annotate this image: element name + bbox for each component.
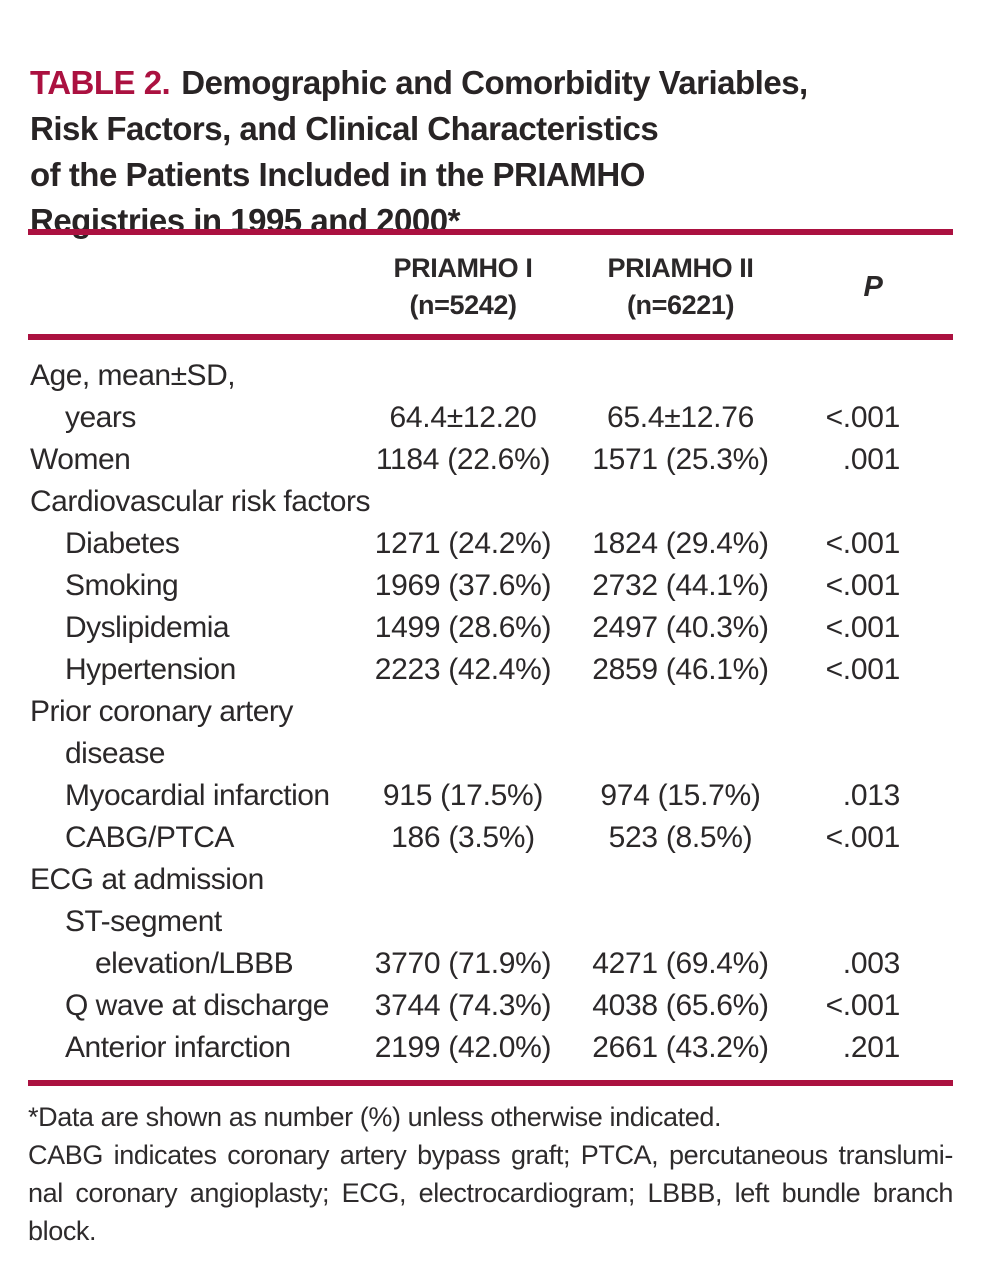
table-footnote: *Data are shown as number (%) unless oth… [28, 1098, 953, 1250]
row-value-priamho1: 1969 (37.6%) [374, 569, 552, 602]
table-row: Q wave at discharge 3744 (74.3%) 4038 (6… [28, 985, 953, 1027]
row-value-priamho2: 2732 (44.1%) [592, 569, 769, 602]
table-row: Anterior infarction 2199 (42.0%) 2661 (4… [28, 1027, 953, 1069]
header-priamho1-name: PRIAMHO I [393, 253, 533, 283]
row-label: Prior coronary artery [30, 695, 293, 728]
row-value-p: <.001 [825, 653, 901, 686]
row-label: years [65, 401, 136, 434]
table-title-line: TABLE 2. Demographic and Comorbidity Vari… [30, 60, 970, 106]
row-label: Smoking [65, 569, 179, 602]
row-label: Anterior infarction [65, 1031, 291, 1064]
header-priamho2: PRIAMHO II (n=6221) [568, 240, 793, 334]
row-value-p: <.001 [825, 989, 901, 1022]
table-row: Diabetes 1271 (24.2%) 1824 (29.4%) <.001 [28, 523, 953, 565]
table-title: TABLE 2. Demographic and Comorbidity Vari… [30, 60, 970, 244]
row-label: Myocardial infarction [65, 779, 330, 812]
table-title-line: of the Patients Included in the PRIAMHO [30, 156, 645, 194]
row-value-priamho1: 915 (17.5%) [382, 779, 544, 812]
row-value-priamho1: 3770 (71.9%) [374, 947, 552, 980]
row-label: ST-segment [65, 905, 222, 938]
row-label: Age, mean±SD, [30, 359, 236, 392]
row-value-p: .013 [842, 779, 901, 812]
row-value-p: .001 [842, 443, 901, 476]
table-title-line: Risk Factors, and Clinical Characteristi… [30, 110, 659, 148]
header-priamho1: PRIAMHO I (n=5242) [358, 240, 568, 334]
table-number-label: TABLE 2. [30, 64, 171, 102]
row-value-priamho1: 1184 (22.6%) [375, 443, 551, 476]
table-row: disease [28, 733, 953, 775]
table-row: Cardiovascular risk factors [28, 481, 953, 523]
row-value-priamho2: 2661 (43.2%) [592, 1031, 769, 1064]
row-label: Dyslipidemia [65, 611, 230, 644]
row-value-p: <.001 [825, 611, 901, 644]
row-value-p: <.001 [825, 401, 901, 434]
header-priamho1-n: (n=5242) [409, 290, 517, 320]
row-value-priamho2: 974 (15.7%) [600, 779, 761, 812]
row-value-priamho2: 65.4±12.76 [607, 401, 754, 434]
row-value-p: .003 [842, 947, 901, 980]
table-row: Smoking 1969 (37.6%) 2732 (44.1%) <.001 [28, 565, 953, 607]
row-label: Cardiovascular risk factors [30, 485, 370, 518]
table-body: Age, mean±SD, years 64.4±12.20 65.4±12.7… [28, 355, 953, 1069]
header-p-value: P [863, 270, 883, 303]
table-title-text: Demographic and Comorbidity Variables, [181, 64, 808, 102]
row-value-p: <.001 [825, 821, 901, 854]
header-priamho2-name: PRIAMHO II [607, 253, 754, 283]
table-row: elevation/LBBB 3770 (71.9%) 4271 (69.4%)… [28, 943, 953, 985]
row-label: elevation/LBBB [95, 947, 294, 980]
rule-header-bottom [28, 334, 953, 340]
row-label: Q wave at discharge [65, 989, 329, 1022]
row-value-priamho1: 2223 (42.4%) [374, 653, 552, 686]
row-value-priamho1: 64.4±12.20 [389, 401, 537, 434]
table-row: Prior coronary artery [28, 691, 953, 733]
row-value-p: .201 [842, 1031, 901, 1064]
footnote-line: CABG indicates coronary artery bypass gr… [28, 1140, 953, 1170]
footnote-line: nal coronary angioplasty; ECG, electroca… [28, 1178, 953, 1208]
table-row: CABG/PTCA 186 (3.5%) 523 (8.5%) <.001 [28, 817, 953, 859]
row-value-priamho2: 4271 (69.4%) [592, 947, 769, 980]
table-title-line: Registries in 1995 and 2000* [30, 202, 460, 240]
table-row: years 64.4±12.20 65.4±12.76 <.001 [28, 397, 953, 439]
table-row: Women 1184 (22.6%) 1571 (25.3%) .001 [28, 439, 953, 481]
table-row: Myocardial infarction 915 (17.5%) 974 (1… [28, 775, 953, 817]
row-value-p: <.001 [825, 569, 901, 602]
table-row: Hypertension 2223 (42.4%) 2859 (46.1%) <… [28, 649, 953, 691]
rule-table-bottom [28, 1080, 953, 1086]
footnote-line: *Data are shown as number (%) unless oth… [28, 1102, 722, 1132]
header-priamho2-n: (n=6221) [626, 290, 735, 320]
footnote-line: block. [28, 1216, 97, 1246]
row-value-priamho2: 1571 (25.3%) [592, 443, 769, 476]
table-row: ECG at admission [28, 859, 953, 901]
row-value-priamho1: 2199 (42.0%) [374, 1031, 552, 1064]
table-row: Age, mean±SD, [28, 355, 953, 397]
row-label: Women [30, 443, 131, 476]
row-label: CABG/PTCA [65, 821, 234, 854]
row-label: Diabetes [65, 527, 180, 560]
row-value-priamho2: 4038 (65.6%) [592, 989, 769, 1022]
table-row: Dyslipidemia 1499 (28.6%) 2497 (40.3%) <… [28, 607, 953, 649]
row-value-priamho2: 2859 (46.1%) [592, 653, 769, 686]
row-value-priamho1: 3744 (74.3%) [374, 989, 552, 1022]
header-label-spacer [28, 240, 358, 334]
row-value-p: <.001 [825, 527, 901, 560]
row-value-priamho1: 186 (3.5%) [391, 821, 535, 854]
row-value-priamho2: 2497 (40.3%) [592, 611, 769, 644]
row-label: disease [65, 737, 165, 770]
rule-top [28, 229, 953, 235]
row-label: Hypertension [65, 653, 236, 686]
table-row: ST-segment [28, 901, 953, 943]
row-value-priamho2: 1824 (29.4%) [592, 527, 769, 560]
row-label: ECG at admission [30, 863, 264, 896]
table-header-row: PRIAMHO I (n=5242) PRIAMHO II (n=6221) P [28, 240, 953, 334]
row-value-priamho1: 1499 (28.6%) [374, 611, 552, 644]
row-value-priamho2: 523 (8.5%) [608, 821, 753, 854]
row-value-priamho1: 1271 (24.2%) [374, 527, 552, 560]
